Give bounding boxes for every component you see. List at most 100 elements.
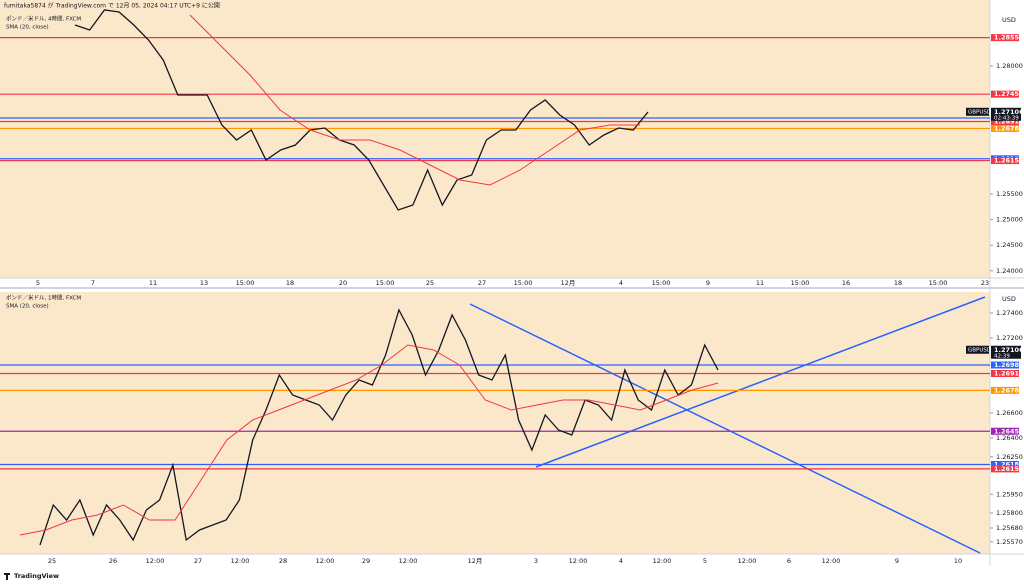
level-label: 1.26781 (994, 386, 1024, 394)
level-tag (991, 90, 1019, 98)
y-tick-label: 1.27200 (996, 334, 1023, 342)
x-tick-label: 20 (339, 279, 347, 287)
x-tick-label: 12:00 (822, 557, 841, 565)
publisher-note: fumitaka5874 が TradingView.com で 12月 05,… (4, 2, 220, 10)
y-tick-label: 1.25800 (996, 509, 1023, 517)
x-tick-label: 5 (36, 279, 40, 287)
x-tick-label: 27 (478, 279, 486, 287)
x-tick-label: 26 (109, 557, 117, 565)
level-tag (991, 461, 1019, 468)
x-tick-label: 12:00 (738, 557, 757, 565)
x-tick-label: 13 (200, 279, 208, 287)
x-tick-label: 12月 (561, 279, 576, 287)
y-tick-label: 1.28000 (996, 62, 1023, 70)
x-tick-label: 29 (362, 557, 370, 565)
legend-entry: SMA (20, close) (6, 25, 49, 31)
level-label: 1.26153 (994, 157, 1024, 165)
sma-line (189, 14, 640, 186)
level-tag (991, 427, 1019, 435)
level-tag (991, 124, 1019, 132)
symbol-tag (966, 107, 989, 116)
sma-line (19, 344, 719, 536)
x-tick-label: 18 (894, 279, 902, 287)
x-tick-label: 12:00 (399, 557, 418, 565)
x-tick-label: 3 (534, 557, 538, 565)
y-tick-label: 1.25680 (996, 524, 1023, 532)
y-tick-label: 1.26600 (996, 409, 1023, 417)
level-tag (991, 118, 1019, 126)
x-tick-label: 16 (842, 279, 850, 287)
y-tick-label: 1.26400 (996, 434, 1023, 442)
y-tick-label: 1.25570 (996, 538, 1023, 546)
currency-label: USD (1002, 295, 1016, 303)
y-tick-label: 1.25000 (996, 216, 1023, 224)
level-label: 1.26916 (994, 370, 1024, 378)
countdown: 02:43:39 (994, 115, 1019, 121)
level-tag (991, 386, 1019, 394)
last-price-tag (991, 107, 1021, 121)
x-tick-label: 15:00 (236, 279, 255, 287)
x-tick-label: 4 (619, 557, 623, 565)
x-tick-label: 15:00 (652, 279, 671, 287)
currency-label: USD (1002, 16, 1016, 24)
y-tick-label: 1.24000 (996, 267, 1023, 275)
price-line (39, 308, 719, 546)
level-label: 1.26984 (994, 361, 1024, 369)
legend-entry: ポンド／米ドル, 4時間, FXCM (6, 15, 81, 23)
level-tag (991, 370, 1019, 377)
countdown: 42:39 (994, 353, 1010, 359)
x-tick-label: 15:00 (514, 279, 533, 287)
x-tick-label: 7 (91, 279, 95, 287)
legend-entry: ポンド／米ドル, 1時間, FXCM (6, 294, 81, 302)
brand-logo (4, 573, 10, 580)
x-tick-label: 15:00 (791, 279, 810, 287)
x-tick-label: 12:00 (231, 557, 250, 565)
x-tick-label: 9 (895, 557, 899, 565)
x-tick-label: 9 (706, 279, 710, 287)
last-price: 1.27106 (994, 108, 1024, 116)
x-tick-label: 5 (703, 557, 707, 565)
x-tick-label: 27 (194, 557, 202, 565)
level-tag (991, 465, 1019, 473)
x-tick-label: 15:00 (929, 279, 948, 287)
trendline (535, 296, 986, 468)
level-label: 1.26188 (994, 461, 1024, 469)
x-tick-label: 25 (426, 279, 434, 287)
level-tag (991, 361, 1019, 369)
x-tick-label: 10 (954, 557, 962, 565)
x-tick-label: 4 (619, 279, 623, 287)
x-tick-label: 12月 (468, 557, 483, 565)
x-tick-label: 18 (286, 279, 294, 287)
x-tick-label: 23 (981, 279, 989, 287)
y-tick-label: 1.27400 (996, 309, 1023, 317)
x-tick-label: 11 (149, 279, 157, 287)
trendline (469, 303, 981, 554)
y-tick-label: 1.25500 (996, 190, 1023, 198)
x-tick-label: 25 (48, 557, 56, 565)
y-tick-label: 1.25950 (996, 490, 1023, 498)
y-tick-label: 1.24500 (996, 241, 1023, 249)
level-tag (991, 157, 1019, 165)
level-label: 1.26916 (994, 118, 1024, 126)
level-label: 1.26454 (994, 427, 1024, 435)
level-label: 1.28554 (994, 34, 1024, 42)
brand: TradingView (14, 572, 59, 580)
x-tick-label: 12:00 (569, 557, 588, 565)
x-tick-label: 15:00 (376, 279, 395, 287)
symbol-label: GBPUSD (968, 347, 991, 353)
x-tick-label: 11 (756, 279, 764, 287)
level-label: 1.26153 (994, 465, 1024, 473)
legend-entry: SMA (20, close) (6, 304, 49, 310)
level-label: 1.27450 (994, 90, 1024, 98)
x-tick-label: 6 (787, 557, 791, 565)
last-price-tag (991, 345, 1021, 359)
level-tag (991, 34, 1019, 42)
x-tick-label: 12:00 (146, 557, 165, 565)
x-tick-label: 28 (279, 557, 287, 565)
x-tick-label: 12:00 (316, 557, 335, 565)
y-tick-label: 1.26250 (996, 453, 1023, 461)
symbol-label: GBPUSD (968, 109, 991, 115)
last-price: 1.27106 (994, 346, 1024, 354)
